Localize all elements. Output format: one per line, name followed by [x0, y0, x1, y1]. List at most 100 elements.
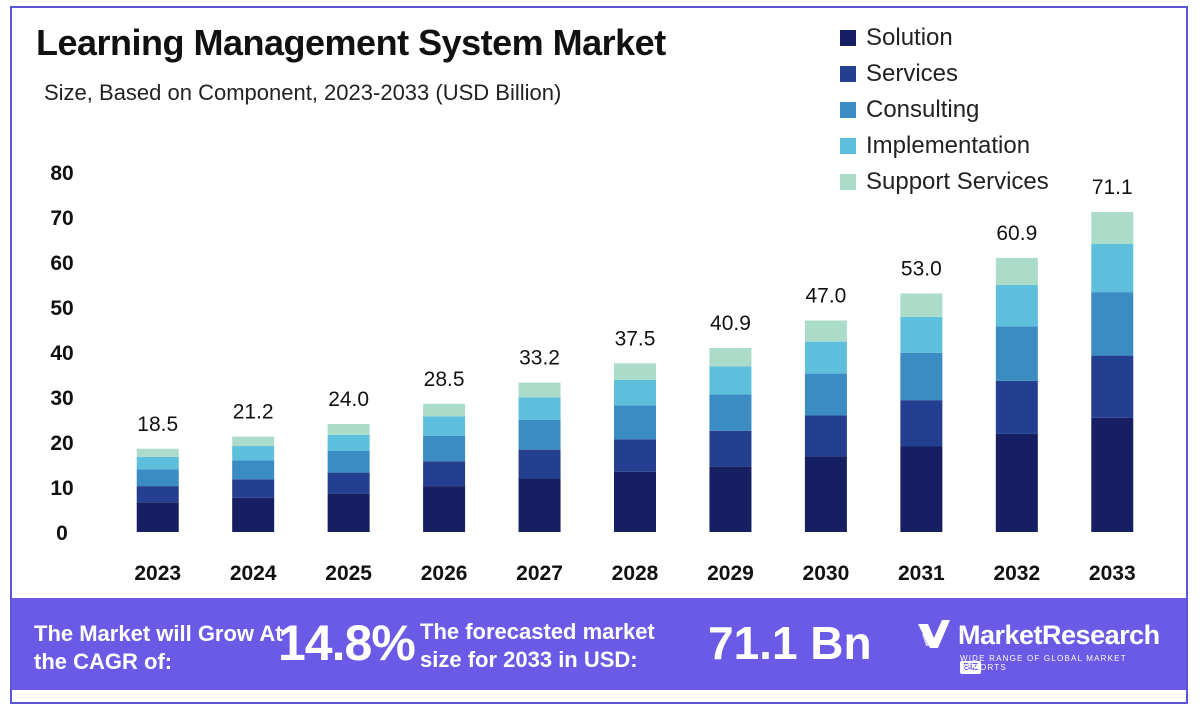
total-label-2032: 60.9: [996, 222, 1037, 245]
y-tick-label: 20: [50, 432, 73, 455]
bar-segment-implementation-2031: [900, 316, 943, 353]
brand-name: MarketResearch BIZ: [958, 620, 1176, 682]
brand-suffix: BIZ: [960, 661, 981, 675]
bar-segment-consulting-2031: [900, 352, 943, 401]
bar-segment-services-2026: [423, 461, 466, 487]
bar-segment-support-2033: [1091, 212, 1134, 244]
total-label-2029: 40.9: [710, 312, 751, 335]
total-label-2023: 18.5: [137, 413, 178, 436]
y-tick-label: 50: [50, 297, 73, 320]
bar-segment-implementation-2025: [327, 434, 370, 451]
total-label-2028: 37.5: [615, 327, 656, 350]
bar-segment-solution-2031: [900, 446, 943, 532]
bar-segment-solution-2029: [709, 466, 752, 532]
total-label-2033: 71.1: [1092, 176, 1133, 199]
legend-swatch-solution: [840, 30, 856, 46]
x-tick-label-2032: 2032: [993, 562, 1040, 585]
bar-segment-consulting-2032: [995, 326, 1038, 381]
bar-segment-services-2029: [709, 430, 752, 467]
bar-segment-support-2026: [423, 403, 466, 417]
legend-item-solution: Solution: [840, 20, 1049, 56]
y-tick-label: 0: [56, 522, 68, 545]
brand-mark-icon: [918, 620, 950, 648]
legend-label-services: Services: [866, 60, 959, 87]
bar-segment-consulting-2028: [614, 405, 656, 440]
total-labels: 18.5 21.2 24.0 28.5 33.2 37.5 40.9 47.0 53.0 60.9…: [137, 176, 1132, 436]
x-tick-label-2027: 2027: [516, 562, 563, 585]
legend-item-implementation: Implementation: [840, 128, 1049, 164]
bar-segment-services-2028: [614, 439, 656, 472]
bar-segment-services-2024: [232, 479, 275, 498]
x-tick-label-2029: 2029: [707, 562, 754, 585]
legend-swatch-implementation: [840, 138, 856, 154]
legend-label-consulting: Consulting: [866, 96, 980, 123]
y-tick-label: 10: [50, 477, 73, 500]
cagr-label: The Market will Grow At the CAGR of:: [34, 621, 283, 674]
bar-segment-consulting-2023: [136, 469, 179, 487]
bar-segment-support-2023: [136, 448, 179, 457]
bar-segment-implementation-2024: [232, 446, 275, 461]
x-tick-label-2025: 2025: [325, 562, 372, 585]
bar-segment-support-2031: [900, 293, 943, 317]
y-tick-label: 60: [50, 252, 73, 275]
bar-segment-services-2033: [1091, 355, 1134, 418]
bar-segment-implementation-2030: [804, 341, 847, 374]
forecast-value: 71.1 Bn: [708, 617, 872, 669]
total-label-2025: 24.0: [328, 388, 369, 411]
total-label-2030: 47.0: [805, 285, 846, 308]
bar-segment-solution-2026: [423, 486, 466, 532]
chart-frame: [10, 6, 1188, 704]
bar-segment-services-2030: [804, 415, 847, 457]
bar-segment-solution-2023: [136, 502, 179, 532]
bar-segment-consulting-2033: [1091, 292, 1134, 356]
y-tick-label: 70: [50, 207, 73, 230]
total-label-2024: 21.2: [233, 401, 274, 424]
bar-segment-consulting-2025: [327, 451, 370, 473]
brand-logo[interactable]: MarketResearch BIZ WIDE RANGE OF GLOBAL M…: [916, 616, 1176, 676]
bar-segment-solution-2028: [614, 471, 656, 532]
bar-segment-implementation-2032: [995, 284, 1038, 327]
y-tick-label: 30: [50, 387, 73, 410]
bar-segment-implementation-2033: [1091, 244, 1134, 293]
bar-segment-support-2028: [614, 363, 656, 380]
y-tick-label: 80: [50, 162, 73, 185]
bar-segment-consulting-2029: [709, 394, 752, 431]
bar-segment-consulting-2027: [518, 419, 561, 450]
legend-swatch-services: [840, 66, 856, 82]
bar-segment-implementation-2028: [614, 379, 656, 406]
bar-segment-implementation-2023: [136, 456, 179, 470]
legend-item-consulting: Consulting: [840, 92, 1049, 128]
legend-swatch-support-services: [840, 174, 856, 190]
legend-item-support-services: Support Services: [840, 164, 1049, 200]
bar-segment-services-2031: [900, 400, 943, 447]
bar-segment-implementation-2027: [518, 397, 561, 420]
legend-swatch-consulting: [840, 102, 856, 118]
x-tick-label-2031: 2031: [898, 562, 945, 585]
bar-segment-support-2024: [232, 436, 275, 447]
bar-segment-services-2032: [995, 380, 1038, 434]
bar-segment-services-2025: [327, 472, 370, 494]
chart-title: Learning Management System Market: [36, 22, 666, 63]
chart-subtitle: Size, Based on Component, 2023-2033 (USD…: [44, 80, 562, 105]
bar-segment-services-2027: [518, 449, 561, 479]
bar-segment-support-2032: [995, 257, 1038, 285]
total-label-2026: 28.5: [424, 368, 465, 391]
total-label-2027: 33.2: [519, 347, 560, 370]
bar-segment-support-2025: [327, 424, 370, 435]
bar-segment-solution-2033: [1091, 417, 1134, 532]
legend-label-solution: Solution: [866, 24, 953, 51]
bar-segment-services-2023: [136, 486, 179, 503]
bar-segment-solution-2030: [804, 456, 847, 532]
bar-segment-solution-2032: [995, 433, 1038, 532]
bars: [136, 212, 1134, 532]
x-tick-label-2028: 2028: [612, 562, 659, 585]
bar-segment-implementation-2029: [709, 366, 752, 395]
legend-item-services: Services: [840, 56, 1049, 92]
brand-name-text: MarketResearch: [958, 620, 1160, 650]
legend-label-implementation: Implementation: [866, 132, 1031, 159]
chart-legend: Solution Services Consulting Implementat…: [840, 20, 1049, 200]
bar-segment-solution-2024: [232, 497, 275, 532]
cagr-value: 14.8%: [278, 615, 416, 671]
x-tick-label-2024: 2024: [230, 562, 277, 585]
